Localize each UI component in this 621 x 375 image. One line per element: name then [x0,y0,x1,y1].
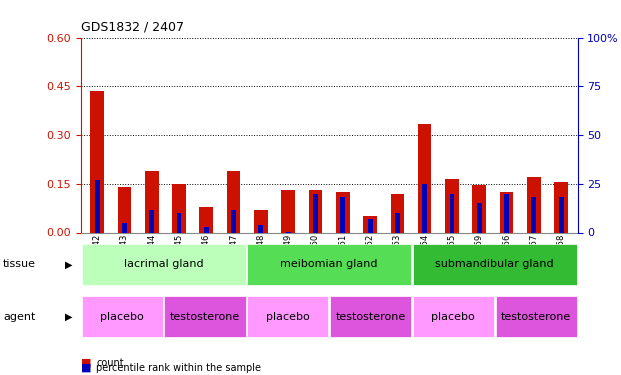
Bar [477,203,482,232]
Bar [199,207,213,232]
Bar [176,213,181,232]
Bar [368,219,373,232]
Bar [418,124,432,232]
Bar [313,194,318,232]
FancyBboxPatch shape [413,296,494,338]
Bar [172,184,186,232]
Bar [559,197,564,232]
Text: testosterone: testosterone [335,312,406,322]
Bar [527,177,541,232]
Text: tissue: tissue [3,260,36,269]
FancyBboxPatch shape [413,244,577,285]
FancyBboxPatch shape [247,244,411,285]
Text: ▶: ▶ [65,260,73,269]
Bar [90,91,104,232]
Bar [281,190,295,232]
Bar [94,180,99,232]
Text: placebo: placebo [432,312,475,322]
Bar [149,210,154,232]
Text: percentile rank within the sample: percentile rank within the sample [96,363,261,373]
Bar [286,231,291,232]
Bar [532,197,537,232]
FancyBboxPatch shape [496,296,577,338]
Bar [340,197,345,232]
Bar [145,171,158,232]
Text: placebo: placebo [266,312,310,322]
Text: submandibular gland: submandibular gland [435,260,554,269]
Bar [422,184,427,232]
Text: agent: agent [3,312,35,322]
Bar [117,187,131,232]
FancyBboxPatch shape [330,296,411,338]
Bar [395,213,400,232]
Text: count: count [96,357,124,368]
Bar [254,210,268,232]
FancyBboxPatch shape [247,296,329,338]
Bar [473,185,486,232]
Bar [122,223,127,232]
Bar [363,216,377,232]
Bar [227,171,240,232]
Text: ■: ■ [81,363,91,373]
Text: testosterone: testosterone [501,312,571,322]
Bar [500,192,514,232]
Text: testosterone: testosterone [170,312,240,322]
Bar [504,194,509,232]
FancyBboxPatch shape [81,296,163,338]
Text: ▶: ▶ [65,312,73,322]
Bar [231,210,236,232]
FancyBboxPatch shape [165,296,245,338]
Bar [450,194,455,232]
Bar [336,192,350,232]
Bar [445,179,459,232]
FancyBboxPatch shape [81,244,245,285]
Text: ■: ■ [81,357,91,368]
Bar [204,226,209,232]
Text: meibomian gland: meibomian gland [280,260,378,269]
Bar [555,182,568,232]
Text: placebo: placebo [100,312,144,322]
Bar [309,190,322,232]
Bar [391,194,404,232]
Bar [258,225,263,232]
Text: GDS1832 / 2407: GDS1832 / 2407 [81,21,184,34]
Text: lacrimal gland: lacrimal gland [124,260,203,269]
